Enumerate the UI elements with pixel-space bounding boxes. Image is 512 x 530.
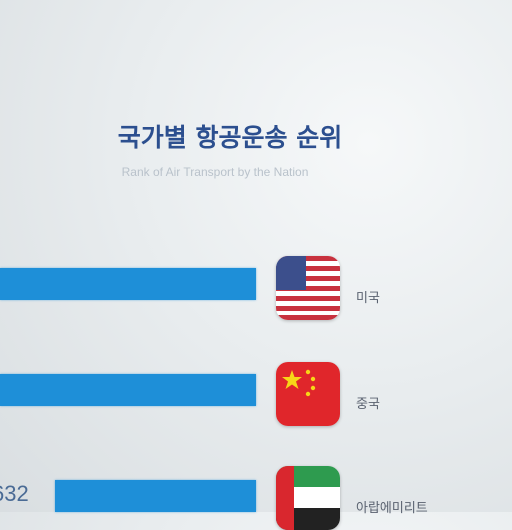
chart-title: 국가별 항공운송 순위 [117, 123, 343, 152]
country-label-uae: 아랍에미리트 [356, 501, 428, 516]
chart-subtitle: Rank of Air Transport by the Nation [121, 165, 309, 179]
bar-china [0, 374, 256, 406]
country-label-usa: 미국 [356, 291, 380, 306]
country-label-china: 중국 [356, 397, 380, 412]
bar-uae [55, 480, 256, 512]
bar-usa [0, 268, 256, 300]
uae-flag-icon [276, 466, 340, 530]
china-flag-icon [276, 362, 340, 426]
value-label-uae: 632 [0, 481, 29, 506]
us-flag-icon [276, 256, 340, 320]
